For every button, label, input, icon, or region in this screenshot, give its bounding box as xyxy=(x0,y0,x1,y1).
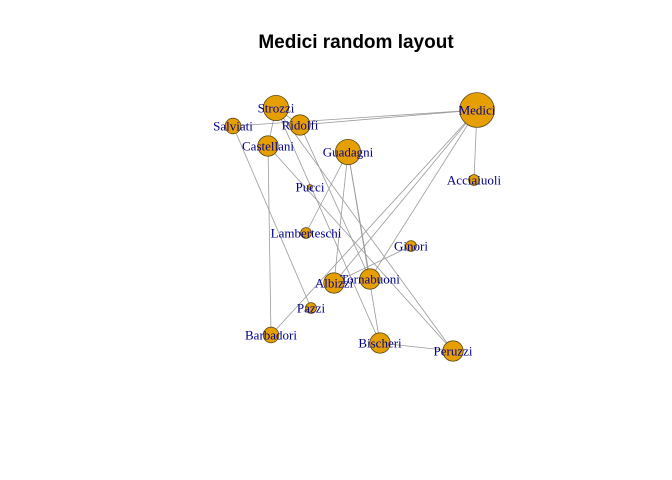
label-albizzi: Albizzi xyxy=(315,276,354,291)
label-ginori: Ginori xyxy=(394,239,428,254)
edge-strozzi-bischeri xyxy=(275,107,381,344)
node-salviati xyxy=(224,117,242,135)
edge-guadagni-albizzi xyxy=(333,151,349,284)
node-bischeri xyxy=(369,332,391,354)
edge-medici-barbadori xyxy=(270,109,478,336)
edge-castellani-peruzzi xyxy=(267,145,454,352)
label-guadagni: Guadagni xyxy=(323,145,374,160)
label-salviati: Salviati xyxy=(213,119,253,134)
label-peruzzi: Peruzzi xyxy=(434,344,473,359)
label-tornabuoni: Tornabuoni xyxy=(340,272,400,287)
edge-guadagni-lamberteschi xyxy=(305,151,349,234)
edge-salviati-pazzi xyxy=(232,125,312,309)
node-ginori xyxy=(405,240,417,252)
label-acciaiuoli: Acciaiuoli xyxy=(447,173,502,188)
label-ridolfi: Ridolfi xyxy=(282,118,319,133)
label-strozzi: Strozzi xyxy=(258,101,295,116)
edge-medici-salviati xyxy=(232,109,478,127)
label-pazzi: Pazzi xyxy=(297,301,326,316)
edge-castellani-barbadori xyxy=(267,145,272,336)
label-layer: Medici Strozzi Ridolfi Salviati Castellani Gu… xyxy=(213,101,501,359)
node-tornabuoni xyxy=(359,268,381,290)
node-barbadori xyxy=(262,326,280,344)
label-pucci: Pucci xyxy=(296,180,325,195)
node-medici xyxy=(459,92,495,128)
edge-ridolfi-tornabuoni xyxy=(299,124,371,280)
label-lamberteschi: Lamberteschi xyxy=(271,226,342,241)
node-castellani xyxy=(257,135,279,157)
label-bischeri: Bischeri xyxy=(358,336,402,351)
node-layer xyxy=(224,92,495,362)
edge-medici-tornabuoni xyxy=(369,109,478,280)
node-guadagni xyxy=(334,138,361,165)
node-pucci xyxy=(307,184,313,190)
edge-bischeri-peruzzi xyxy=(379,342,454,352)
node-peruzzi xyxy=(442,340,464,362)
edge-medici-albizzi xyxy=(333,109,478,284)
label-barbadori: Barbadori xyxy=(245,328,297,343)
edge-layer xyxy=(232,107,478,352)
label-medici: Medici xyxy=(459,103,496,118)
edge-strozzi-peruzzi xyxy=(275,107,454,352)
label-castellani: Castellani xyxy=(242,139,294,154)
edge-guadagni-bischeri xyxy=(347,151,381,344)
node-ridolfi xyxy=(289,114,311,136)
node-strozzi xyxy=(262,95,289,122)
node-acciaiuoli xyxy=(468,174,480,186)
plot-title: Medici random layout xyxy=(258,32,454,53)
edge-albizzi-ginori xyxy=(333,245,412,284)
node-lamberteschi xyxy=(300,227,312,239)
edge-medici-ridolfi xyxy=(299,109,478,126)
node-albizzi xyxy=(323,272,345,294)
node-pazzi xyxy=(305,302,317,314)
